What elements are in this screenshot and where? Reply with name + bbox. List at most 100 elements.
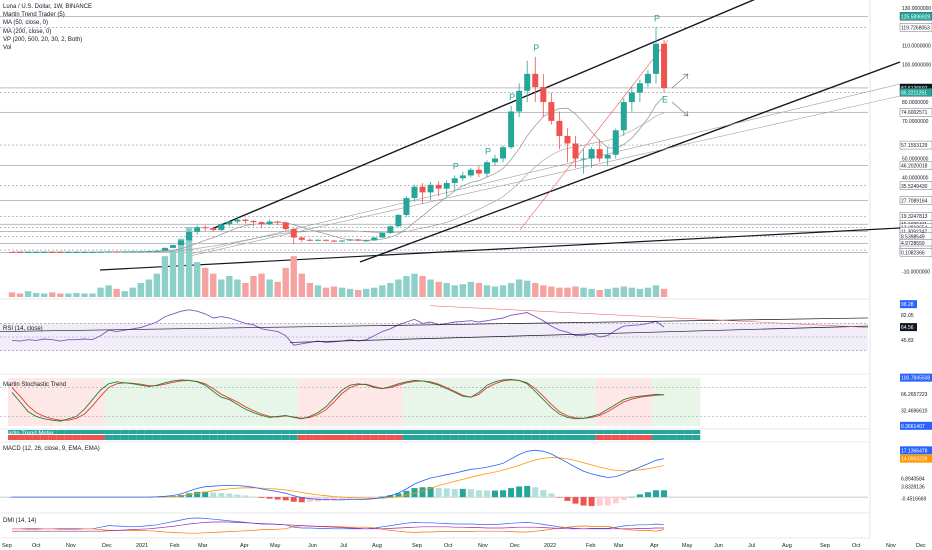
stoch-zone bbox=[160, 378, 169, 426]
indicator-volume-profile[interactable]: VP (200, 500, 20, 30, 2, Both) bbox=[3, 36, 83, 43]
macd-line bbox=[12, 449, 665, 501]
macd-pane-title[interactable]: MACD (12, 26, close, 9, EMA, EMA) bbox=[3, 446, 100, 452]
rsi-pane-title[interactable]: RSI (14, close) bbox=[3, 326, 43, 332]
volume-bar bbox=[524, 280, 531, 297]
macd-histogram-bar bbox=[492, 490, 498, 498]
dmi-pane-title[interactable]: DMI (14, 14) bbox=[3, 518, 37, 524]
stoch-zone bbox=[547, 378, 556, 426]
volume-bar bbox=[282, 267, 289, 297]
indicator-ma200[interactable]: MA (200, close, 0) bbox=[3, 28, 52, 35]
volume-bar bbox=[274, 281, 281, 297]
pivot-label: P bbox=[453, 161, 459, 171]
volume-bar bbox=[459, 284, 466, 297]
stoch-tag-bg bbox=[900, 373, 932, 382]
down-arrow-head bbox=[682, 114, 689, 117]
trend-meter-bar bbox=[482, 435, 491, 440]
price-level-tag-text: 125.5896929 bbox=[901, 14, 930, 20]
candle bbox=[636, 83, 643, 93]
volume-bar bbox=[97, 287, 104, 297]
stoch-zone bbox=[120, 378, 129, 426]
candle bbox=[89, 252, 96, 254]
price-level-tag-text: 11.3092247 bbox=[901, 229, 927, 235]
stoch-zone bbox=[474, 378, 483, 426]
dmi-plus-line bbox=[12, 517, 665, 530]
candle bbox=[306, 239, 313, 241]
trend-meter-bar-top bbox=[603, 430, 612, 434]
trend-meter-bar bbox=[587, 435, 596, 440]
indicator-ma50[interactable]: MA (50, close, 0) bbox=[3, 20, 49, 27]
volume-bar bbox=[129, 287, 136, 297]
macd-histogram-bar bbox=[540, 490, 547, 498]
candle bbox=[612, 130, 619, 155]
stoch-pane-title[interactable]: Martin Stochastic Trend bbox=[3, 382, 67, 388]
time-axis-label: Dec bbox=[916, 543, 926, 549]
trend-meter-bar bbox=[346, 435, 355, 440]
volume-bar bbox=[314, 285, 322, 297]
macd-histogram-bar bbox=[395, 493, 402, 498]
trend-meter-bar-top bbox=[136, 430, 145, 434]
volume-bar bbox=[515, 279, 523, 297]
trend-meter-bar bbox=[209, 435, 218, 440]
rsi-line bbox=[11, 309, 665, 346]
candle bbox=[451, 178, 458, 183]
volume-bar bbox=[202, 267, 209, 297]
volume-bar bbox=[290, 256, 297, 297]
trend-meter-bar-top bbox=[152, 430, 161, 434]
volume-bar bbox=[540, 285, 547, 297]
trend-meter-bar bbox=[16, 435, 25, 440]
candle bbox=[443, 182, 450, 189]
trend-meter-bar bbox=[136, 435, 145, 440]
price-axis-tick: 70.0000000 bbox=[902, 119, 929, 125]
trend-meter-bar bbox=[281, 435, 290, 440]
time-axis-label: Jun bbox=[308, 543, 317, 549]
stoch-zone bbox=[692, 378, 701, 426]
price-axis-tick: 40.0000000 bbox=[902, 175, 929, 181]
stoch-zone bbox=[410, 378, 419, 426]
trend-meter-bar bbox=[515, 435, 524, 440]
trend-meter-bar-top bbox=[168, 430, 178, 434]
trend-meter-bar bbox=[426, 435, 435, 440]
candle bbox=[564, 135, 571, 144]
macd-histogram-bar bbox=[250, 496, 257, 498]
time-axis-label: Dec bbox=[102, 543, 112, 549]
candle bbox=[298, 237, 305, 240]
volume-bar bbox=[161, 256, 169, 297]
time-axis-label: Apr bbox=[650, 543, 659, 549]
indicator-martin-trend-trader[interactable]: Martin Trend Trader (5) bbox=[3, 12, 65, 19]
indicator-volume[interactable]: Vol bbox=[3, 45, 12, 52]
trend-meter-bar bbox=[225, 435, 234, 440]
volume-bar bbox=[499, 285, 507, 297]
trend-meter-bar-top bbox=[313, 430, 322, 434]
trend-meter-bar-top bbox=[64, 430, 73, 434]
volume-bar bbox=[354, 290, 362, 297]
candle bbox=[395, 214, 402, 227]
macd-histogram-bar bbox=[653, 490, 659, 498]
symbol-title[interactable]: Luna / U.S. Dollar, 1W, BINANCE bbox=[3, 4, 93, 10]
price-level-tag-bg bbox=[899, 161, 932, 170]
candle bbox=[178, 240, 185, 246]
stoch-zone bbox=[611, 378, 620, 426]
macd-histogram-bar bbox=[403, 490, 410, 498]
price-level-tag: 125.5896929 bbox=[899, 12, 932, 21]
macd-histogram-bar bbox=[459, 488, 466, 498]
trend-meter-bar-top bbox=[185, 430, 194, 434]
macd-histogram-bar bbox=[644, 492, 651, 498]
candle bbox=[492, 158, 498, 163]
upper-trend-line bbox=[213, 0, 756, 229]
candle bbox=[355, 239, 362, 241]
stoch-zone bbox=[273, 378, 282, 426]
rsi-tag-bg bbox=[900, 323, 917, 332]
volume-bar bbox=[644, 287, 652, 297]
trend-meter-bar-top bbox=[225, 430, 234, 434]
trend-meter-bar bbox=[297, 435, 306, 440]
adx-line bbox=[12, 521, 665, 532]
trend-meter-bar-top bbox=[386, 430, 395, 434]
trend-meter-bar-top bbox=[160, 430, 169, 434]
candle bbox=[467, 169, 474, 176]
trend-meter-bar bbox=[563, 435, 572, 440]
trend-meter-pane-title[interactable]: Martin Trend Meter bbox=[3, 431, 54, 437]
trend-meter-bar bbox=[595, 435, 604, 440]
stoch-zone bbox=[579, 378, 588, 426]
volume-bar bbox=[371, 287, 378, 297]
